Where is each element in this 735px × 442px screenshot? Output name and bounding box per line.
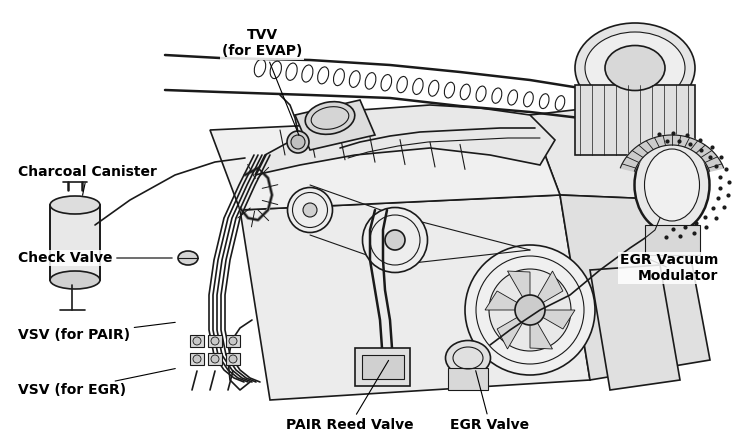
Polygon shape	[497, 310, 530, 349]
Bar	[226, 353, 240, 365]
Text: EGR Valve: EGR Valve	[451, 371, 529, 432]
Text: VSV (for PAIR): VSV (for PAIR)	[18, 322, 175, 342]
Polygon shape	[240, 195, 590, 400]
Ellipse shape	[229, 355, 237, 363]
Text: VSV (for EGR): VSV (for EGR)	[18, 369, 175, 397]
Bar	[362, 355, 404, 379]
Polygon shape	[530, 100, 680, 200]
Text: Charcoal Canister: Charcoal Canister	[18, 165, 157, 195]
Polygon shape	[620, 135, 724, 171]
Ellipse shape	[515, 295, 545, 325]
Bar	[50, 205, 100, 280]
Polygon shape	[507, 271, 530, 310]
Ellipse shape	[634, 137, 709, 232]
Polygon shape	[590, 265, 680, 390]
Text: EGR Vacuum
Modulator: EGR Vacuum Modulator	[620, 253, 718, 283]
Bar	[226, 335, 240, 347]
Bar	[575, 85, 695, 155]
Ellipse shape	[445, 340, 490, 376]
Polygon shape	[295, 100, 375, 150]
Ellipse shape	[605, 46, 665, 91]
Bar	[645, 225, 700, 255]
Text: Check Valve: Check Valve	[18, 251, 172, 265]
Ellipse shape	[178, 251, 198, 265]
Ellipse shape	[211, 355, 219, 363]
Polygon shape	[530, 310, 553, 349]
Polygon shape	[485, 291, 530, 310]
Polygon shape	[530, 271, 563, 310]
Bar	[190, 353, 204, 365]
Ellipse shape	[305, 102, 355, 134]
Ellipse shape	[465, 245, 595, 375]
Ellipse shape	[193, 337, 201, 345]
Bar	[448, 368, 488, 390]
Bar	[208, 335, 222, 347]
Ellipse shape	[303, 203, 317, 217]
Bar	[190, 335, 204, 347]
Ellipse shape	[193, 355, 201, 363]
Ellipse shape	[585, 32, 685, 104]
Text: PAIR Reed Valve: PAIR Reed Valve	[286, 360, 414, 432]
Polygon shape	[255, 105, 555, 175]
Ellipse shape	[489, 269, 571, 351]
Ellipse shape	[50, 196, 100, 214]
Ellipse shape	[385, 230, 405, 250]
Ellipse shape	[287, 131, 309, 153]
Ellipse shape	[291, 135, 305, 149]
Ellipse shape	[362, 207, 428, 273]
Text: TVV
(for EVAP): TVV (for EVAP)	[222, 28, 302, 135]
Polygon shape	[530, 310, 575, 329]
Ellipse shape	[575, 23, 695, 113]
Ellipse shape	[287, 187, 332, 232]
Polygon shape	[210, 115, 560, 210]
Ellipse shape	[50, 271, 100, 289]
Polygon shape	[560, 195, 710, 380]
Ellipse shape	[229, 337, 237, 345]
Bar	[355, 348, 410, 386]
Bar	[208, 353, 222, 365]
Ellipse shape	[211, 337, 219, 345]
Ellipse shape	[645, 149, 700, 221]
